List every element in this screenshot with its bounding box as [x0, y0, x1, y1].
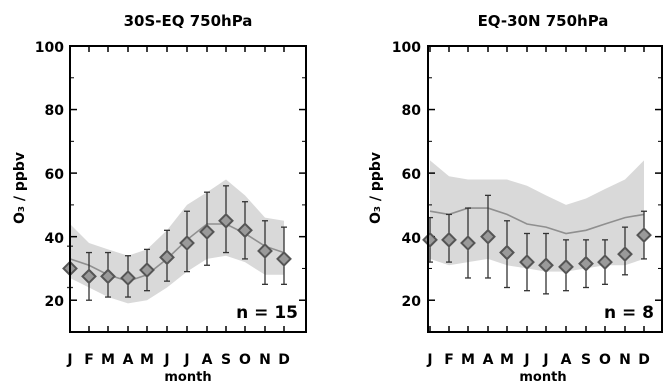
month-tick-label: A — [561, 352, 572, 368]
data-point — [139, 262, 155, 278]
data-point — [100, 268, 116, 285]
band-area — [430, 160, 644, 272]
data-point — [558, 258, 574, 275]
month-tick-label: O — [599, 352, 611, 368]
month-tick-label: S — [221, 352, 231, 368]
panel-title: EQ-30N 750hPa — [478, 12, 609, 30]
month-tick-label: A — [202, 352, 213, 368]
data-series — [62, 185, 292, 301]
month-tick-label: M — [101, 352, 115, 368]
month-tick-label: S — [581, 352, 591, 368]
data-point — [199, 223, 215, 240]
month-tick-label: J — [426, 352, 432, 368]
data-series — [422, 194, 652, 295]
y-tick-label: 60 — [402, 167, 422, 183]
band-center-line — [429, 207, 645, 235]
month-tick-label: N — [619, 352, 631, 368]
y-tick-label: 80 — [402, 103, 422, 119]
data-point — [237, 222, 253, 239]
y-tick-label: 40 — [45, 231, 65, 247]
y-tick-label: 80 — [45, 103, 65, 119]
envelope-band — [69, 179, 285, 304]
month-tick-label: M — [461, 352, 475, 368]
panel-eq-30n: EQ-30N 750hPa O₃ / ppbv 20 40 60 80 100 … — [368, 12, 663, 384]
data-point — [519, 254, 535, 271]
y-tick-labels: 20 40 60 80 100 — [392, 40, 421, 310]
y-tick-label: 20 — [45, 294, 65, 310]
data-point — [276, 250, 292, 267]
month-tick-label: J — [163, 352, 169, 368]
y-axis-label: O₃ / ppbv — [12, 152, 28, 224]
data-point — [538, 257, 554, 274]
sample-size-label: n = 8 — [604, 303, 654, 323]
y-tick-labels: 20 40 60 80 100 — [35, 40, 64, 310]
data-point — [636, 227, 652, 243]
month-tick-label: M — [140, 352, 154, 368]
y-tick-label: 20 — [402, 294, 422, 310]
data-point — [218, 212, 234, 229]
data-point — [617, 246, 633, 263]
month-tick-label: N — [259, 352, 271, 368]
data-point — [257, 243, 273, 259]
y-tick-label: 40 — [402, 231, 422, 247]
panel-30s-eq: 30S-EQ 750hPa O₃ / ppbv 20 40 60 80 100 … — [12, 12, 307, 384]
data-point — [179, 235, 195, 251]
month-tick-label: A — [123, 352, 134, 368]
data-point — [441, 231, 457, 248]
data-point — [120, 270, 136, 286]
month-tick-label: O — [239, 352, 251, 368]
month-tick-label: J — [523, 352, 529, 368]
y-axis-label: O₃ / ppbv — [368, 152, 384, 224]
month-tick-label: F — [84, 352, 94, 368]
band-area — [70, 179, 284, 304]
month-tick-label: F — [444, 352, 454, 368]
data-point — [460, 235, 476, 251]
data-point — [159, 249, 175, 266]
y-tick-label: 60 — [45, 167, 65, 183]
x-axis-label: month — [164, 370, 211, 384]
month-tick-label: M — [500, 352, 514, 368]
panel-title: 30S-EQ 750hPa — [124, 12, 253, 30]
plot-frame — [427, 45, 663, 333]
data-point — [499, 244, 515, 261]
envelope-band — [429, 160, 645, 272]
month-tick-label: D — [278, 352, 290, 368]
x-axis-label: month — [519, 370, 566, 384]
month-tick-label: D — [638, 352, 650, 368]
y-tick-label: 100 — [392, 40, 421, 56]
month-tick-label: A — [483, 352, 494, 368]
data-point — [422, 231, 438, 248]
month-tick-label: J — [183, 352, 189, 368]
sample-size-label: n = 15 — [236, 303, 298, 323]
month-tick-label: J — [542, 352, 548, 368]
plot-frame — [69, 45, 307, 333]
month-tick-label: J — [66, 352, 72, 368]
data-point — [81, 268, 97, 285]
data-point — [480, 228, 496, 245]
data-point — [597, 254, 613, 271]
data-point — [578, 255, 594, 272]
y-tick-label: 100 — [35, 40, 64, 56]
